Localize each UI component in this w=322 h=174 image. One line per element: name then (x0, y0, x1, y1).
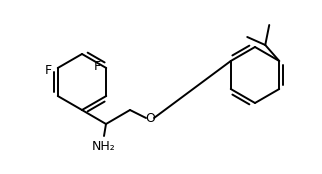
Text: NH₂: NH₂ (92, 140, 116, 152)
Text: F: F (94, 61, 101, 73)
Text: F: F (45, 64, 52, 77)
Text: O: O (145, 112, 155, 125)
